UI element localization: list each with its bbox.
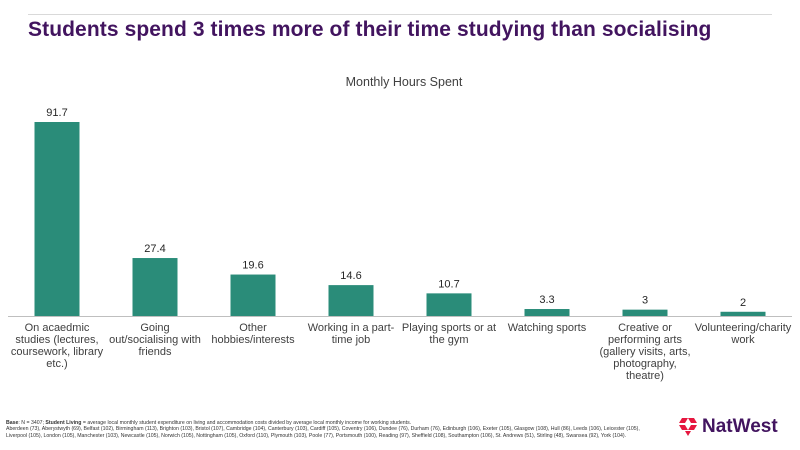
category-label-5: Playing sports or at the gym: [402, 322, 496, 346]
top-divider: [28, 14, 772, 15]
bar-chart: Monthly Hours Spent 91.7 On acaedmic studie…: [8, 75, 792, 382]
bar-7: [622, 309, 668, 316]
bar-5: [426, 293, 472, 316]
footnote-base-text: : N = 3407;: [18, 420, 46, 426]
footnote-student-living-label: Student Living: [45, 420, 82, 426]
data-label-5: 10.7: [438, 278, 459, 290]
category-label-3: Other hobbies/interests: [211, 322, 295, 346]
bar-6: [524, 309, 570, 316]
page-title: Students spend 3 times more of their tim…: [28, 18, 712, 41]
data-label-1: 91.7: [46, 107, 67, 119]
category-label-2: Going out/socialising with friends: [109, 322, 201, 358]
footnote-base-label: Base: [6, 420, 19, 426]
category-label-4: Working in a part-time job: [308, 322, 395, 346]
natwest-logo-text: NatWest: [702, 416, 778, 437]
category-label-6: Watching sports: [508, 322, 587, 334]
category-label-1: On acaedmic studies (lectures, coursework,…: [11, 322, 104, 370]
data-label-8: 2: [740, 297, 746, 309]
bar-4: [328, 285, 374, 316]
category-label-7: Creative or performing arts (gallery visit…: [599, 322, 690, 382]
bar-8: [720, 311, 766, 316]
data-label-4: 14.6: [340, 270, 361, 282]
footnote-student-living-text: = average local monthly student expendit…: [81, 420, 412, 426]
category-label-8: Volunteering/charity work: [695, 322, 792, 346]
data-label-6: 3.3: [539, 294, 554, 306]
natwest-logo: NatWest: [678, 416, 778, 438]
data-label-2: 27.4: [144, 243, 165, 255]
data-label-7: 3: [642, 295, 648, 307]
bar-1: [34, 122, 80, 316]
bar-2: [132, 258, 178, 316]
chart-title: Monthly Hours Spent: [346, 75, 463, 89]
footnote: Base: N = 3407; Student Living = average…: [6, 420, 646, 439]
footnote-cities: Aberdeen (73), Aberystwyth (69), Belfast…: [6, 426, 640, 439]
bar-3: [230, 274, 276, 316]
natwest-logo-icon: [679, 418, 697, 436]
data-label-3: 19.6: [242, 260, 263, 272]
